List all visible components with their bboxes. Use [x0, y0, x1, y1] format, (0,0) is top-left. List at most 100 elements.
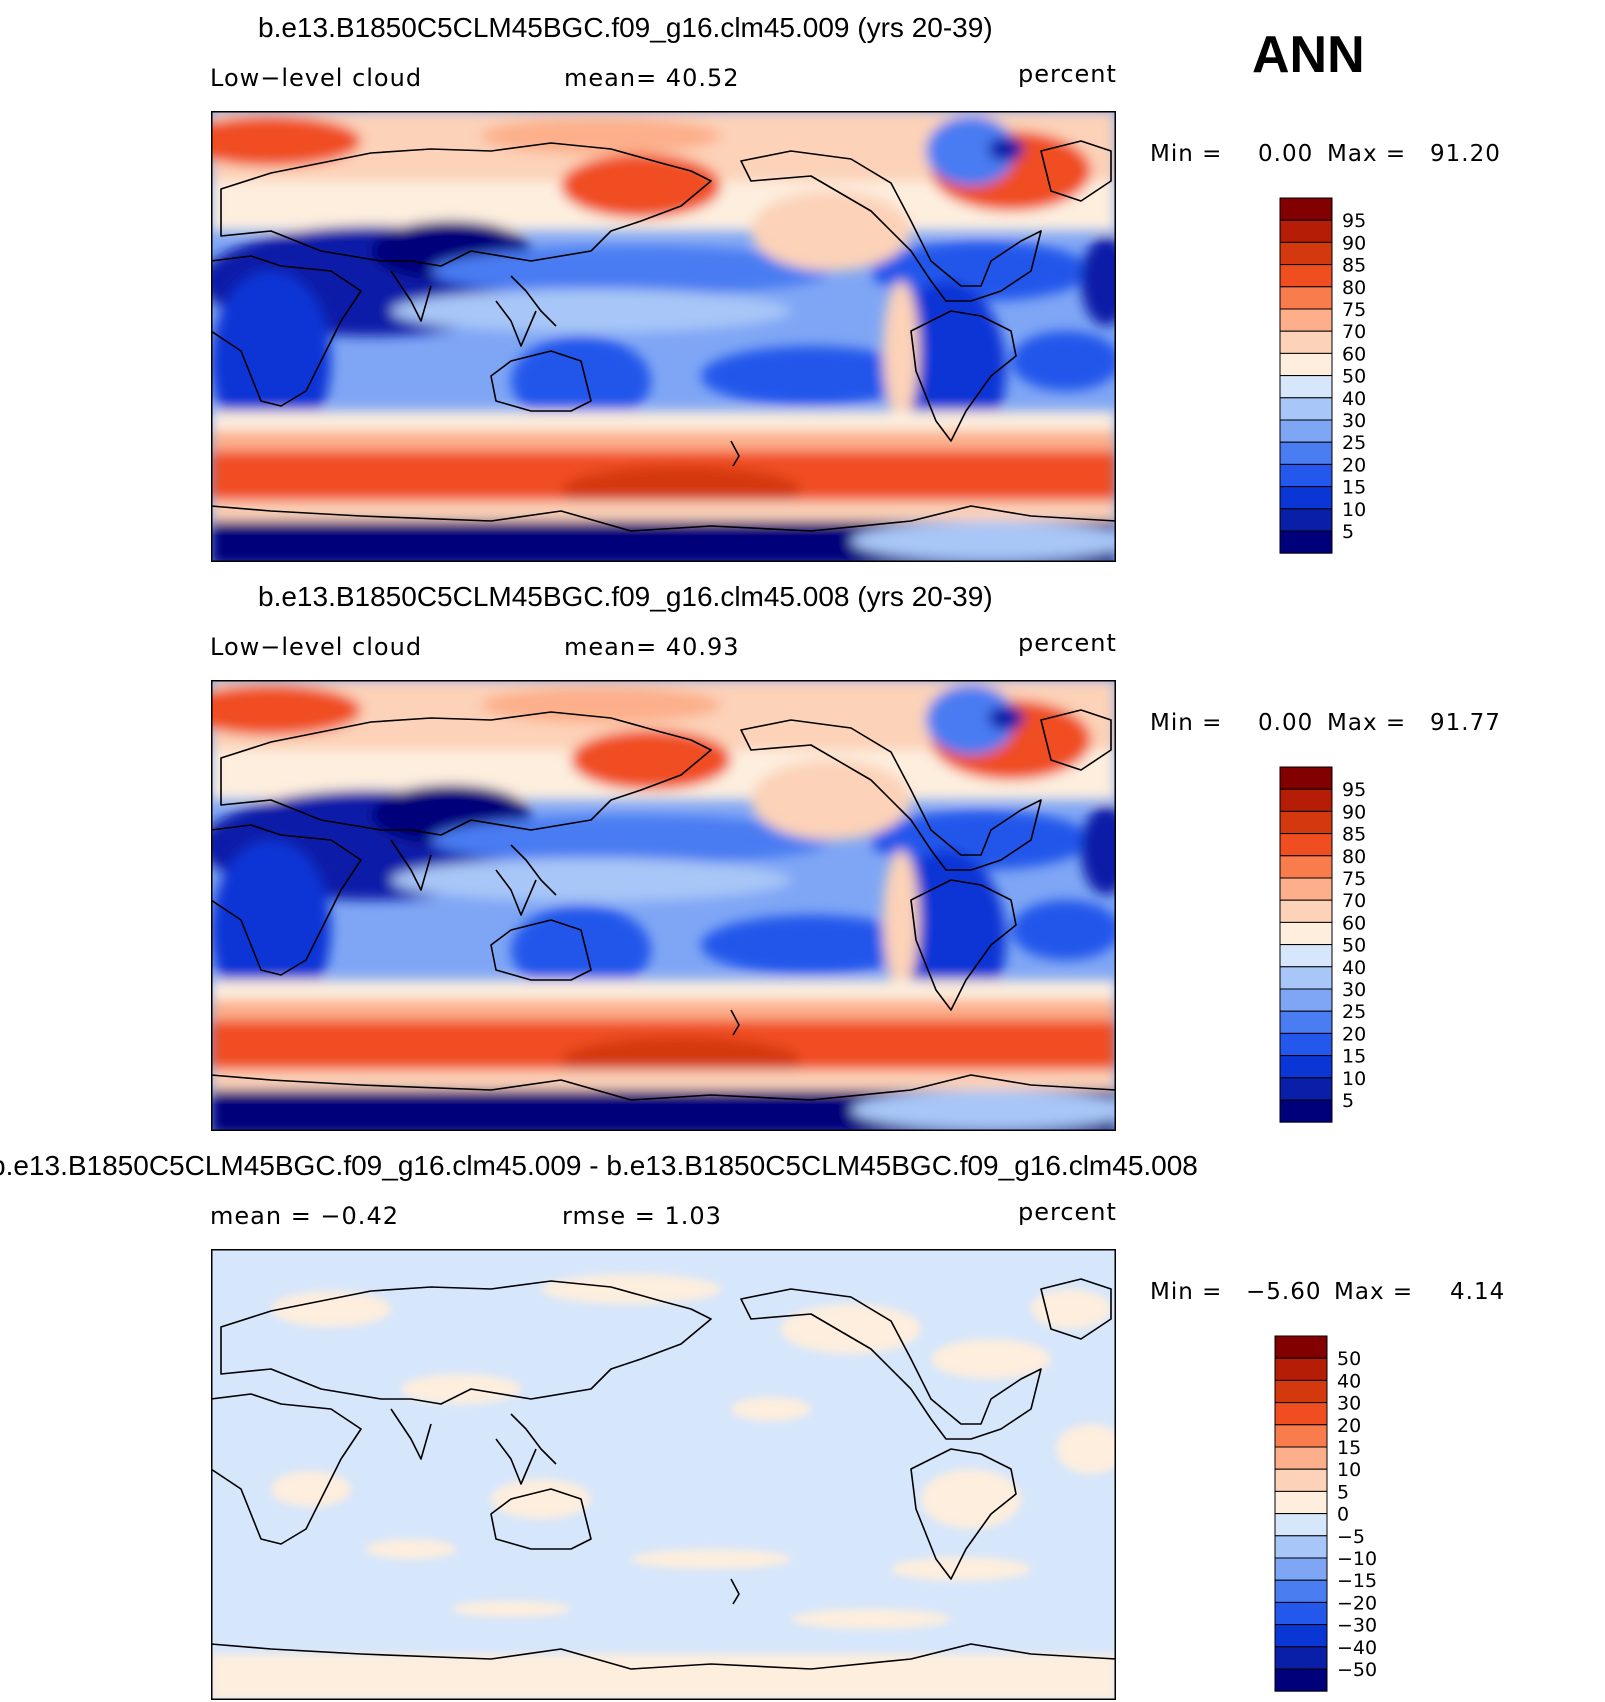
colorbar-box — [1279, 988, 1333, 1012]
panel1-variable-label: Low−level cloud — [210, 64, 423, 92]
colorbar-tick-label: 50 — [1342, 366, 1366, 388]
colorbar-box — [1279, 530, 1333, 554]
colorbar-box — [1279, 486, 1333, 510]
panel3-title: b.e13.B1850C5CLM45BGC.f09_g16.clm45.009 … — [0, 1150, 1198, 1181]
colorbar-box — [1279, 330, 1333, 354]
colorbar-tick-label: 5 — [1342, 521, 1354, 543]
panel1-min-label: Min = — [1150, 141, 1223, 167]
colorbar-tick-label: −10 — [1337, 1548, 1377, 1570]
colorbar-box — [1279, 855, 1333, 879]
colorbar-box — [1279, 241, 1333, 266]
colorbar-box — [1274, 1379, 1328, 1404]
colorbar-box — [1279, 1010, 1333, 1034]
colorbar-tick-label: 25 — [1342, 1001, 1366, 1023]
colorbar-box — [1279, 508, 1333, 532]
colorbar-tick-label: 30 — [1337, 1393, 1361, 1415]
panel2-map — [211, 680, 1116, 1131]
colorbar-box — [1274, 1579, 1328, 1603]
panel1-max-label: Max = — [1327, 141, 1407, 167]
colorbar-box — [1279, 397, 1333, 421]
colorbar-tick-label: 0 — [1337, 1504, 1349, 1526]
panel1-colorbar: 95 90 85 80 75 70 60 50 40 30 25 20 15 10 5 — [1279, 197, 1420, 558]
colorbar-box — [1274, 1424, 1328, 1448]
colorbar-tick-label: −30 — [1337, 1615, 1377, 1637]
colorbar-box — [1274, 1535, 1328, 1559]
colorbar-tick-label: 70 — [1342, 890, 1366, 912]
colorbar-box — [1274, 1335, 1328, 1359]
colorbar-box — [1274, 1357, 1328, 1381]
colorbar-box — [1274, 1601, 1328, 1626]
colorbar-tick-label: 80 — [1342, 277, 1366, 299]
colorbar-tick-label: 90 — [1342, 232, 1366, 254]
panel2-title: b.e13.B1850C5CLM45BGC.f09_g16.clm45.008 … — [258, 581, 993, 612]
colorbar-box — [1279, 1077, 1333, 1101]
colorbar-box — [1279, 921, 1333, 946]
colorbar-tick-label: 95 — [1342, 779, 1366, 801]
colorbar-tick-label: 20 — [1342, 454, 1366, 476]
colorbar-tick-label: 20 — [1342, 1023, 1366, 1045]
colorbar-tick-label: −5 — [1337, 1526, 1365, 1548]
colorbar-tick-label: 40 — [1337, 1370, 1361, 1392]
panel3-min-value: −5.60 — [1246, 1279, 1322, 1305]
panel2-max-value: 91.77 — [1430, 710, 1501, 736]
colorbar-box — [1279, 1099, 1333, 1123]
colorbar-box — [1274, 1557, 1328, 1581]
colorbar-tick-label: 10 — [1342, 1068, 1366, 1090]
colorbar-box — [1279, 833, 1333, 857]
colorbar-tick-label: 30 — [1342, 410, 1366, 432]
colorbar-tick-label: 95 — [1342, 210, 1366, 232]
panel3-mean-label: mean = −0.42 — [210, 1202, 399, 1230]
colorbar-tick-label: −20 — [1337, 1592, 1377, 1614]
colorbar-tick-label: 75 — [1342, 868, 1366, 890]
colorbar-box — [1274, 1402, 1328, 1426]
colorbar-tick-label: 85 — [1342, 255, 1366, 277]
panel2-units: percent — [1018, 629, 1117, 657]
colorbar-tick-label: 70 — [1342, 321, 1366, 343]
colorbar-box — [1279, 966, 1333, 990]
colorbar-box — [1279, 197, 1333, 221]
panel3-max-label: Max = — [1334, 1279, 1414, 1305]
panel3-colorbar: 50 40 30 20 15 10 5 0 −5 −10 −15 −20 −30 −40 −50 — [1274, 1335, 1425, 1696]
colorbar-box — [1274, 1446, 1328, 1470]
colorbar-tick-label: 50 — [1337, 1348, 1361, 1370]
colorbar-box — [1279, 766, 1333, 790]
colorbar-tick-label: 60 — [1342, 343, 1366, 365]
colorbar-tick-label: 80 — [1342, 846, 1366, 868]
panel2-min-value: 0.00 — [1258, 710, 1314, 736]
colorbar-tick-label: −50 — [1337, 1659, 1377, 1681]
panel2-variable-label: Low−level cloud — [210, 633, 423, 661]
colorbar-tick-label: 25 — [1342, 432, 1366, 454]
panel3-min-label: Min = — [1150, 1279, 1223, 1305]
colorbar-box — [1274, 1468, 1328, 1492]
colorbar-tick-label: 40 — [1342, 957, 1366, 979]
panel1-max-value: 91.20 — [1430, 141, 1501, 167]
colorbar-box — [1274, 1513, 1328, 1537]
colorbar-tick-label: 60 — [1342, 912, 1366, 934]
season-label: ANN — [1252, 26, 1365, 84]
colorbar-tick-label: 85 — [1342, 824, 1366, 846]
panel1-units: percent — [1018, 60, 1117, 88]
panel1-map — [211, 111, 1116, 562]
colorbar-box — [1279, 1032, 1333, 1057]
colorbar-tick-label: −15 — [1337, 1570, 1377, 1592]
colorbar-tick-label: 10 — [1342, 499, 1366, 521]
panel3-max-value: 4.14 — [1450, 1279, 1506, 1305]
panel2-mean-label: mean= 40.93 — [564, 633, 740, 661]
colorbar-tick-label: 15 — [1337, 1437, 1361, 1459]
colorbar-tick-label: 20 — [1337, 1415, 1361, 1437]
colorbar-tick-label: 10 — [1337, 1459, 1361, 1481]
colorbar-tick-label: 50 — [1342, 935, 1366, 957]
colorbar-tick-label: 90 — [1342, 801, 1366, 823]
colorbar-tick-label: 5 — [1337, 1481, 1349, 1503]
colorbar-box — [1279, 944, 1333, 968]
panel2-max-label: Max = — [1327, 710, 1407, 736]
panel2-min-label: Min = — [1150, 710, 1223, 736]
colorbar-tick-label: 15 — [1342, 1046, 1366, 1068]
colorbar-tick-label: 5 — [1342, 1090, 1354, 1112]
panel1-mean-label: mean= 40.52 — [564, 64, 740, 92]
panel1-min-value: 0.00 — [1258, 141, 1314, 167]
colorbar-box — [1279, 463, 1333, 488]
panel1-title: b.e13.B1850C5CLM45BGC.f09_g16.clm45.009 … — [258, 12, 993, 43]
colorbar-tick-label: −40 — [1337, 1637, 1377, 1659]
colorbar-tick-label: 30 — [1342, 979, 1366, 1001]
